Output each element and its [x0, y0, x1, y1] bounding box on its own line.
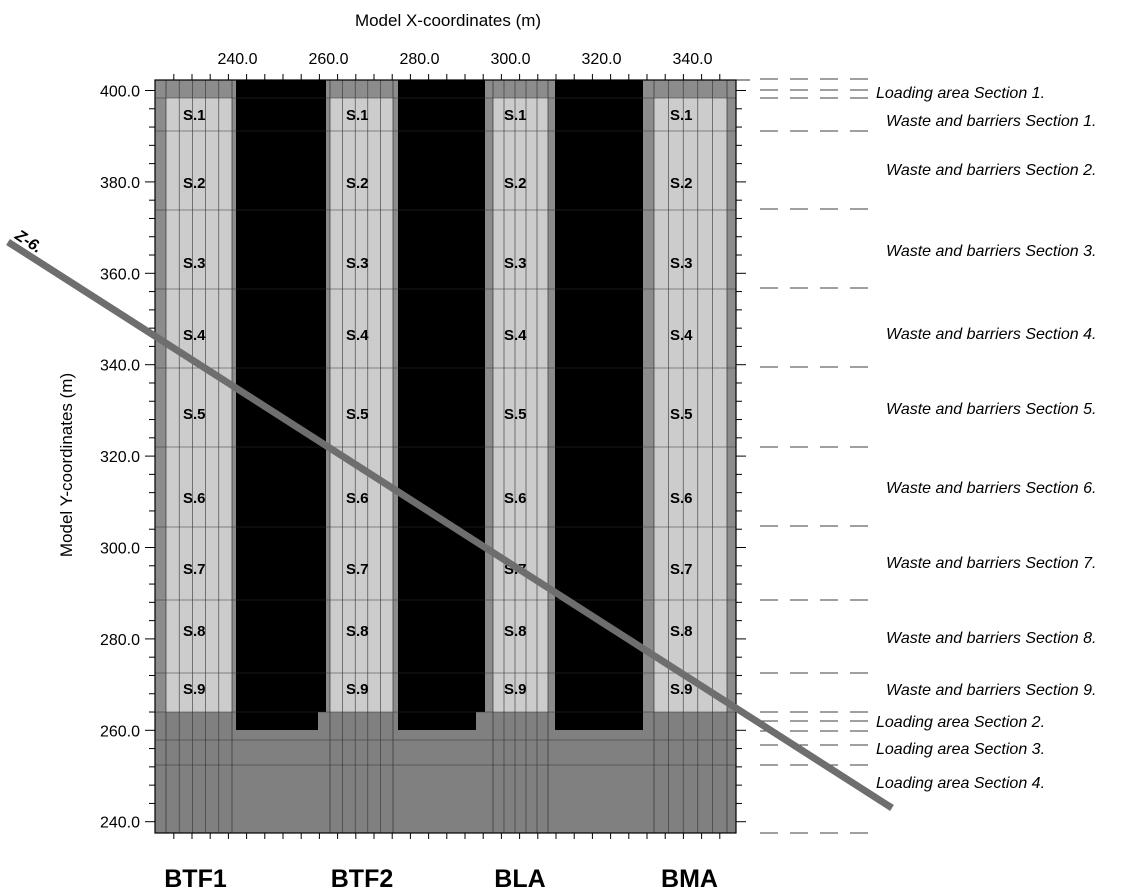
vault-label-btf1: BTF1 [164, 865, 227, 893]
y-tick-label: 260.0 [100, 723, 140, 740]
x-tick-label: 240.0 [217, 51, 257, 68]
section-label-btf1-3: S.3 [183, 255, 206, 272]
zone-label-3: Waste and barriers Section 2. [886, 162, 1096, 179]
section-label-btf1-1: S.1 [183, 107, 206, 124]
section-label-bma-2: S.2 [670, 175, 693, 192]
section-label-btf1-9: S.9 [183, 681, 206, 698]
y-tick-label: 280.0 [100, 632, 140, 649]
section-label-bla-9: S.9 [504, 681, 527, 698]
section-label-btf2-8: S.8 [346, 623, 369, 640]
section-label-btf1-7: S.7 [183, 561, 206, 578]
section-label-btf1-6: S.6 [183, 490, 206, 507]
loading-tunnel [476, 712, 555, 833]
section-label-btf2-1: S.1 [346, 107, 369, 124]
section-label-bma-8: S.8 [670, 623, 693, 640]
loading-tunnel [318, 712, 398, 833]
zone-labels: Loading area Section 1. Waste and barrier… [876, 85, 1096, 792]
x-axis-title: Model X-coordinates (m) [355, 11, 541, 30]
waste-area [493, 98, 548, 712]
y-tick-label: 300.0 [100, 541, 140, 558]
section-label-bla-2: S.2 [504, 175, 527, 192]
section-label-bla-6: S.6 [504, 490, 527, 507]
section-label-bma-4: S.4 [670, 327, 693, 344]
zone-label-4: Waste and barriers Section 3. [886, 243, 1096, 260]
zone-label-13: Loading area Section 4. [876, 775, 1045, 792]
axes: 240.0 260.0 280.0 300.0 320.0 340.0 400.0 380.0… [100, 51, 746, 839]
x-tick-label: 320.0 [581, 51, 621, 68]
section-label-bma-5: S.5 [670, 406, 693, 423]
section-label-btf2-9: S.9 [346, 681, 369, 698]
section-label-bma-9: S.9 [670, 681, 693, 698]
y-tick-label: 360.0 [100, 266, 140, 283]
vault-label-bla: BLA [494, 865, 545, 893]
y-tick-label: 400.0 [100, 84, 140, 101]
loading-tunnel [155, 712, 236, 833]
y-tick-label: 380.0 [100, 175, 140, 192]
grid-lines [155, 79, 736, 833]
section-label-bla-8: S.8 [504, 623, 527, 640]
loading-tunnel [643, 712, 736, 833]
zone-label-10: Waste and barriers Section 9. [886, 682, 1096, 699]
section-label-bla-3: S.3 [504, 255, 527, 272]
section-label-bma-6: S.6 [670, 490, 693, 507]
vault-bma [643, 80, 736, 833]
y-tick-label: 240.0 [100, 815, 140, 832]
zone-label-9: Waste and barriers Section 8. [886, 630, 1096, 647]
vault-btf2 [318, 80, 398, 833]
section-label-btf1-5: S.5 [183, 406, 206, 423]
zone-label-6: Waste and barriers Section 5. [886, 401, 1096, 418]
vault-label-bma: BMA [661, 865, 718, 893]
x-tick-label: 280.0 [399, 51, 439, 68]
section-label-btf1-2: S.2 [183, 175, 206, 192]
loading-area-strip [155, 730, 736, 833]
section-label-btf2-7: S.7 [346, 561, 369, 578]
section-label-bma-1: S.1 [670, 107, 693, 124]
zone-label-11: Loading area Section 2. [876, 714, 1045, 731]
section-label-bla-4: S.4 [504, 327, 527, 344]
zone-label-7: Waste and barriers Section 6. [886, 480, 1096, 497]
section-label-btf2-3: S.3 [346, 255, 369, 272]
fracture-zone-line [6, 239, 894, 811]
section-label-bla-1: S.1 [504, 107, 527, 124]
section-label-bma-7: S.7 [670, 561, 693, 578]
section-label-btf2-6: S.6 [346, 490, 369, 507]
zone-label-2: Waste and barriers Section 1. [886, 113, 1096, 130]
waste-area [654, 98, 727, 712]
vault-btf1 [155, 80, 236, 833]
waste-area [166, 98, 232, 712]
zone-boundary-lines [736, 78, 880, 834]
y-axis-title: Model Y-coordinates (m) [57, 373, 76, 557]
section-label-bma-3: S.3 [670, 255, 693, 272]
section-label-btf2-2: S.2 [346, 175, 369, 192]
zone-label-8: Waste and barriers Section 7. [886, 555, 1096, 572]
y-tick-label: 320.0 [100, 449, 140, 466]
section-label-btf1-4: S.4 [183, 327, 206, 344]
section-labels: S.1 S.2 S.3 S.4 S.5 S.6 S.7 S.8 S.9 BTF1 S.1 S.2 S.3… [164, 107, 718, 893]
x-tick-label: 340.0 [672, 51, 712, 68]
zone-label-5: Waste and barriers Section 4. [886, 326, 1096, 343]
section-label-bla-5: S.5 [504, 406, 527, 423]
x-tick-label: 300.0 [490, 51, 530, 68]
rock-mass [155, 80, 736, 833]
vault-bla [476, 80, 555, 833]
zone-label-12: Loading area Section 3. [876, 741, 1045, 758]
waste-area [330, 98, 393, 712]
section-label-btf1-8: S.8 [183, 623, 206, 640]
zone-label-1: Loading area Section 1. [876, 85, 1045, 102]
section-label-btf2-4: S.4 [346, 327, 369, 344]
x-tick-label: 260.0 [308, 51, 348, 68]
section-label-btf2-5: S.5 [346, 406, 369, 423]
vault-label-btf2: BTF2 [331, 865, 394, 893]
model-domain [155, 80, 736, 833]
y-tick-label: 340.0 [100, 358, 140, 375]
